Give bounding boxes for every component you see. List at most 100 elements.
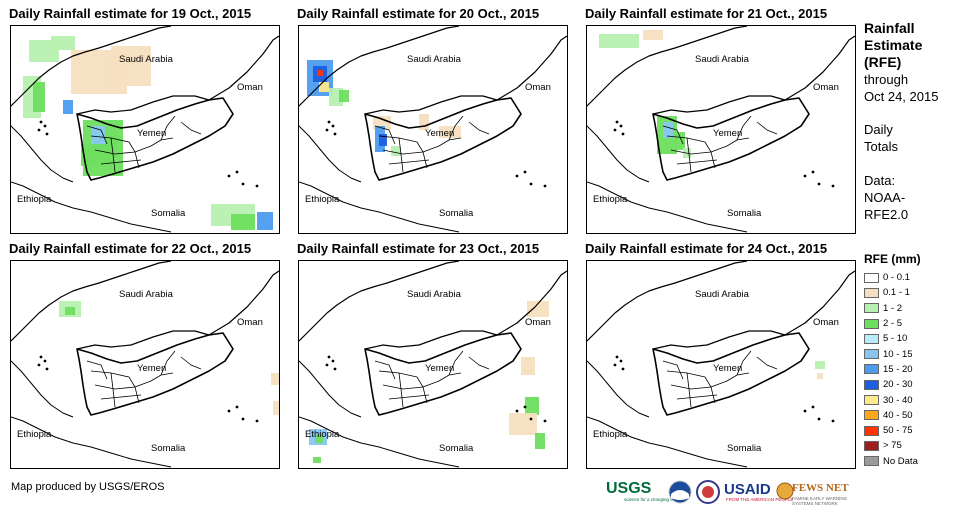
border-line [11, 125, 74, 183]
island-mark [333, 132, 337, 136]
yemen-label: Yemen [713, 363, 743, 374]
legend-item: 5 - 10 [864, 331, 921, 346]
island-mark [333, 367, 337, 371]
border-line [587, 181, 748, 233]
legend-swatch [864, 349, 879, 360]
legend-label: 10 - 15 [883, 348, 913, 360]
rain-cell [509, 413, 537, 435]
border-line [11, 416, 172, 468]
rain-cell [315, 435, 323, 443]
somalia-label: Somalia [727, 443, 762, 454]
island-mark [619, 124, 623, 128]
rain-cell [521, 357, 535, 375]
legend-item: 30 - 40 [864, 392, 921, 407]
island-mark [45, 367, 49, 371]
border-line [299, 360, 362, 418]
border-line [652, 95, 786, 115]
border-line [76, 332, 234, 416]
info-daily: Daily [864, 122, 893, 137]
border-line [110, 137, 116, 173]
island-mark [45, 132, 49, 136]
legend-swatch [864, 410, 879, 421]
map-graphic [299, 26, 567, 233]
legend-item: 10 - 15 [864, 346, 921, 361]
map-info: Rainfall Estimate (RFE) through Oct 24, … [864, 20, 964, 223]
border-line [382, 145, 440, 155]
oman-label: Oman [525, 317, 551, 328]
border-line [150, 372, 174, 382]
rain-cell [231, 214, 255, 230]
legend-item: 1 - 2 [864, 301, 921, 316]
border-line [208, 270, 279, 336]
legend-swatch [864, 364, 879, 375]
island-mark [37, 128, 41, 132]
border-line [756, 356, 778, 370]
border-line [128, 141, 140, 169]
legend-item: > 75 [864, 438, 921, 453]
rain-cell [81, 144, 111, 166]
legend-label: 0 - 0.1 [883, 272, 910, 284]
legend-label: 5 - 10 [883, 333, 908, 345]
ethiopia-label: Ethiopia [305, 429, 340, 440]
border-line [468, 356, 490, 370]
island-mark [331, 359, 335, 363]
legend-swatch [864, 272, 879, 283]
legend-item: 2 - 5 [864, 316, 921, 331]
border-line [496, 35, 567, 101]
ethiopia-label: Ethiopia [593, 194, 628, 205]
border-line [11, 26, 172, 107]
legend-item: No Data [864, 454, 921, 469]
noaa-logo-icon [668, 480, 692, 504]
rain-cell [319, 82, 329, 92]
info-date: Oct 24, 2015 [864, 89, 939, 104]
ethiopia-label: Ethiopia [17, 429, 52, 440]
border-line [448, 350, 464, 376]
rain-cell [439, 126, 461, 138]
yemen-label: Yemen [425, 128, 455, 139]
ethiopia-label: Ethiopia [593, 429, 628, 440]
border-line [160, 115, 176, 141]
border-line [398, 372, 404, 408]
island-mark [529, 417, 533, 421]
island-mark [615, 355, 619, 359]
saudi-arabia-label: Saudi Arabia [695, 54, 749, 65]
rain-cell [815, 361, 825, 369]
rainfall-map: Saudi Arabia Oman Yemen Ethiopia Somalia [298, 25, 568, 234]
island-mark [39, 120, 43, 124]
border-line [652, 330, 786, 350]
border-line [100, 394, 142, 400]
island-mark [811, 170, 815, 174]
island-mark [255, 419, 259, 423]
island-mark [613, 128, 617, 132]
border-line [299, 181, 460, 233]
border-line [374, 125, 396, 145]
rain-cell [643, 30, 663, 40]
rain-cell [525, 397, 539, 415]
border-line [110, 372, 116, 408]
legend-item: 15 - 20 [864, 362, 921, 377]
saudi-arabia-label: Saudi Arabia [119, 54, 173, 65]
legend-item: 20 - 30 [864, 377, 921, 392]
legend-swatch [864, 333, 879, 344]
oman-label: Oman [237, 317, 263, 328]
rain-cell [535, 433, 545, 449]
border-line [726, 372, 750, 382]
border-line [784, 270, 855, 336]
island-mark [615, 120, 619, 124]
border-line [374, 360, 396, 380]
saudi-arabia-label: Saudi Arabia [119, 289, 173, 300]
border-line [94, 380, 152, 390]
border-line [670, 145, 728, 155]
legend: RFE (mm) 0 - 0.1 0.1 - 1 1 - 2 2 - 5 5 - 10 1… [864, 252, 921, 469]
somalia-label: Somalia [151, 443, 186, 454]
border-line [382, 380, 440, 390]
legend-swatch [864, 440, 879, 451]
fews-globe-icon [776, 482, 794, 500]
saudi-arabia-label: Saudi Arabia [407, 54, 461, 65]
legend-label: No Data [883, 455, 918, 467]
oman-label: Oman [813, 82, 839, 93]
border-line [676, 394, 718, 400]
rain-cell [391, 146, 401, 156]
border-line [299, 416, 460, 468]
oman-label: Oman [813, 317, 839, 328]
